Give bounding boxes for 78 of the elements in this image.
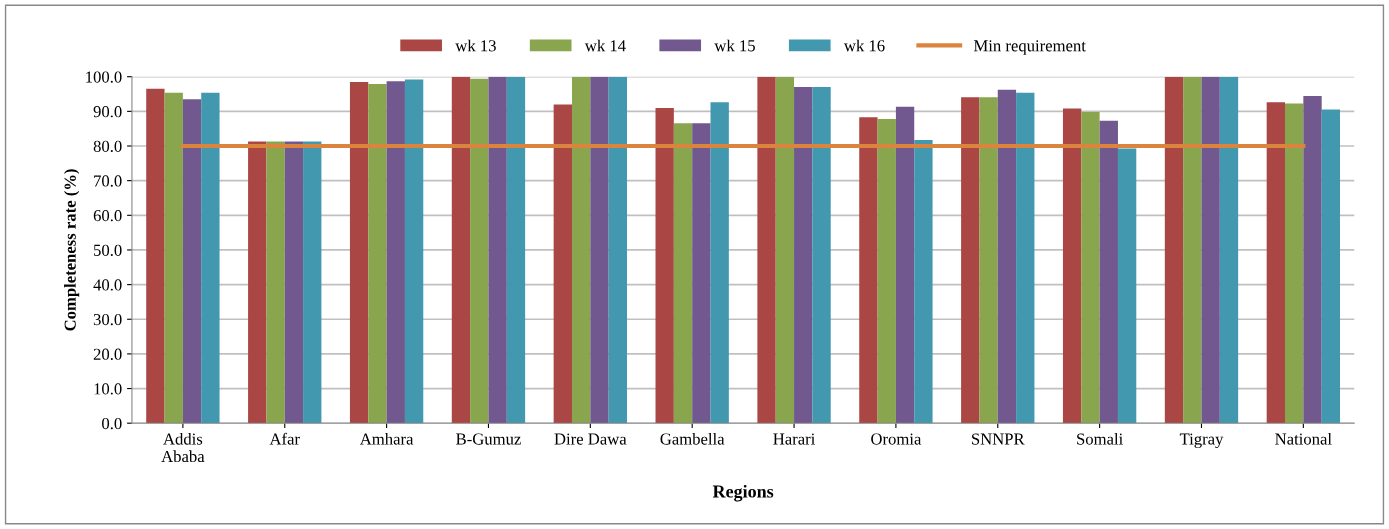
x-tick-label: Gambella — [660, 432, 725, 445]
bar — [961, 97, 980, 424]
bar — [506, 76, 526, 424]
bar — [201, 92, 220, 424]
y-axis-title: Completeness rate (%) — [64, 169, 80, 331]
legend-label: wk 13 — [455, 39, 496, 52]
y-tick-label: 90.0 — [93, 106, 122, 118]
legend-label: wk 15 — [714, 39, 755, 52]
bar — [997, 89, 1017, 424]
bar — [1183, 76, 1202, 424]
x-tick-label: Afar — [269, 432, 300, 445]
bar — [349, 81, 369, 424]
x-tick-label: Amhara — [359, 432, 414, 445]
bar — [590, 76, 609, 424]
legend-label: wk 14 — [584, 39, 626, 52]
x-tick-label: B-Gumuz — [456, 433, 521, 445]
bar — [451, 76, 471, 424]
bar — [164, 92, 183, 424]
bar — [979, 97, 998, 424]
bar — [794, 87, 813, 424]
legend-label: wk 16 — [843, 39, 885, 52]
bar — [655, 107, 674, 424]
legend-label: Min requirement — [973, 40, 1086, 55]
y-tick-label: 70.0 — [94, 175, 122, 187]
y-tick-label: 10.0 — [94, 383, 122, 395]
y-tick-label: 40.0 — [93, 279, 122, 291]
y-tick-label: 50.0 — [94, 244, 122, 256]
x-tick-label: Oromia — [871, 433, 922, 445]
x-tick-label: Somali — [1077, 432, 1123, 445]
bar — [710, 102, 729, 424]
bar — [1285, 103, 1304, 424]
bar — [1099, 120, 1118, 424]
bar — [488, 76, 507, 424]
bar — [470, 78, 489, 424]
x-tick-label: Tigray — [1179, 433, 1224, 449]
bar — [1016, 92, 1035, 424]
bar — [1219, 76, 1239, 424]
bar — [1303, 96, 1322, 424]
bar — [266, 141, 285, 424]
bar — [182, 99, 202, 424]
y-tick-label: 80.0 — [93, 140, 122, 153]
bar — [914, 140, 933, 424]
bar — [284, 141, 304, 424]
bar — [1164, 76, 1184, 424]
bar — [248, 141, 267, 424]
x-tick-label: SNNPR — [972, 433, 1025, 445]
bar — [386, 81, 405, 424]
bar — [757, 76, 776, 424]
bar — [673, 123, 693, 424]
bar — [1081, 112, 1100, 424]
x-tick-label: National — [1275, 432, 1332, 445]
bar — [146, 88, 165, 424]
bar — [1266, 102, 1286, 424]
y-tick-label: 60.0 — [93, 210, 122, 222]
bar — [775, 76, 795, 424]
y-tick-label: 100.0 — [86, 71, 122, 83]
bar — [895, 106, 915, 424]
x-tick-label: Addis Ababa — [161, 432, 205, 463]
bar — [1201, 76, 1220, 424]
x-tick-label: Harari — [773, 433, 816, 445]
bar — [368, 83, 387, 424]
bar — [571, 76, 591, 424]
y-tick-label: 0.0 — [102, 417, 122, 430]
bar — [1117, 148, 1137, 424]
bar — [303, 141, 322, 424]
bar — [553, 104, 572, 424]
bar — [608, 76, 627, 424]
bar — [812, 87, 831, 424]
y-tick-label: 20.0 — [93, 348, 122, 360]
x-tick-label: Dire Dawa — [554, 433, 627, 445]
bar — [692, 123, 711, 424]
bar — [404, 79, 424, 424]
x-axis-title: Regions — [712, 484, 774, 502]
y-tick-label: 30.0 — [93, 313, 122, 326]
bar — [1062, 108, 1082, 424]
bar — [1321, 109, 1341, 424]
bar — [877, 118, 896, 424]
bar — [859, 117, 878, 424]
